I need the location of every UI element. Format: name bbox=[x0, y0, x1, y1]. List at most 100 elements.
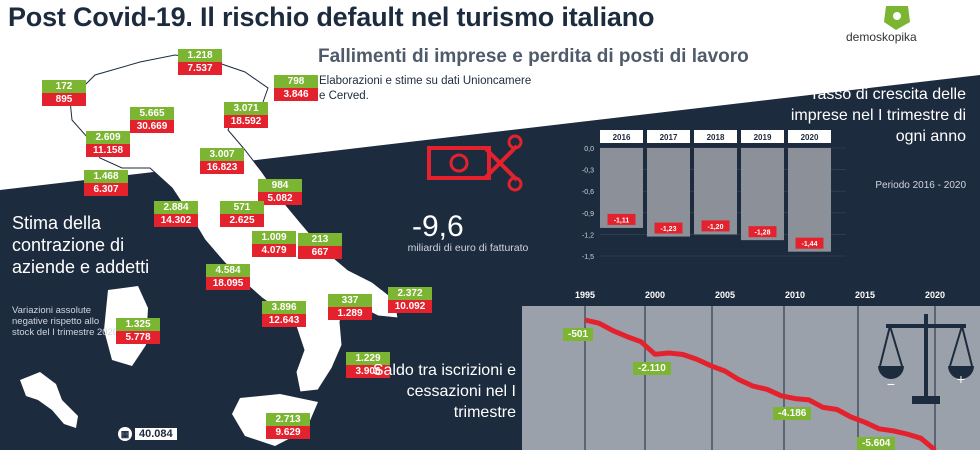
aziende-value: 3.896 bbox=[262, 301, 306, 314]
addetti-value: 18.592 bbox=[224, 115, 268, 128]
bar-value-label: -1,20 bbox=[708, 224, 724, 231]
year-header bbox=[647, 130, 690, 143]
demoskopika-logo bbox=[884, 6, 910, 30]
region-lombardia: 5.665 30.669 bbox=[130, 107, 174, 133]
aziende-value: 1.218 bbox=[178, 49, 222, 62]
x-tick-label: 1995 bbox=[575, 290, 595, 300]
y-tick-label: 0,0 bbox=[584, 146, 594, 153]
addetti-value: 16.823 bbox=[200, 161, 244, 174]
bar-2020 bbox=[788, 148, 831, 252]
aziende-value: 571 bbox=[220, 201, 264, 214]
addetti-value: 10.092 bbox=[388, 300, 432, 313]
region-sicilia: 2.713 9.629 bbox=[266, 413, 310, 439]
source-note: Elaborazioni e stime su dati Unioncamere… bbox=[319, 75, 532, 102]
year-header bbox=[600, 130, 643, 143]
aziende-value: 3.007 bbox=[200, 148, 244, 161]
aziende-value: 172 bbox=[42, 80, 86, 93]
region-campania: 3.896 12.643 bbox=[262, 301, 306, 327]
saldo-label-1995: -501 bbox=[563, 328, 594, 342]
x-tick-label: 2015 bbox=[855, 290, 875, 300]
region-calabria: 1.229 3.906 bbox=[346, 352, 390, 378]
addetti-value: 9.629 bbox=[266, 426, 310, 439]
region-valle-aosta: 172 895 bbox=[42, 80, 86, 106]
logo-text: demoskopika bbox=[846, 30, 917, 44]
saldo-panel bbox=[522, 306, 980, 450]
aziende-value: 3.071 bbox=[224, 102, 268, 115]
x-tick-label: 2000 bbox=[645, 290, 665, 300]
x-tick-label: 2005 bbox=[715, 290, 735, 300]
totale-aziende: ▦ 40.084 bbox=[118, 427, 177, 441]
section-subtitle: Fallimenti di imprese e perdita di posti… bbox=[318, 46, 749, 67]
region-abruzzo: 1.009 4.079 bbox=[252, 231, 296, 257]
aziende-value: 5.665 bbox=[130, 107, 174, 120]
aziende-value: 1.009 bbox=[252, 231, 296, 244]
bar-value-bg bbox=[701, 220, 730, 232]
addetti-value: 11.158 bbox=[86, 144, 130, 157]
region-friuli: 798 3.846 bbox=[274, 75, 318, 101]
y-tick-label: -0,6 bbox=[582, 189, 594, 196]
building-icon: ▦ bbox=[118, 427, 132, 441]
region-basilicata: 337 1.289 bbox=[328, 294, 372, 320]
saldo-label-2016: -5.604 bbox=[857, 436, 896, 450]
addetti-value: 14.302 bbox=[154, 214, 198, 227]
addetti-value: 3.906 bbox=[346, 365, 390, 378]
region-marche: 984 5.082 bbox=[258, 179, 302, 205]
bar-value-label: -1,44 bbox=[802, 241, 818, 248]
addetti-value: 7.537 bbox=[178, 62, 222, 75]
stima-note: Variazioni assolute negative rispetto al… bbox=[12, 305, 119, 338]
bar-value-label: -1,28 bbox=[755, 230, 771, 237]
bar-category-label: 2020 bbox=[801, 133, 819, 142]
stima-title: Stima della contrazione di aziende e add… bbox=[12, 213, 150, 277]
aziende-value: 213 bbox=[298, 233, 342, 246]
y-tick-label: -1,2 bbox=[582, 232, 594, 239]
svg-text:+: + bbox=[957, 371, 965, 387]
aziende-value: 798 bbox=[274, 75, 318, 88]
y-tick-label: -0,9 bbox=[582, 211, 594, 218]
region-umbria: 571 2.625 bbox=[220, 201, 264, 227]
region-molise: 213 667 bbox=[298, 233, 342, 259]
bar-value-bg bbox=[795, 237, 824, 249]
aziende-value: 1.325 bbox=[116, 318, 160, 331]
balance-scale-icon: − + bbox=[878, 314, 974, 404]
aziende-value: 2.713 bbox=[266, 413, 310, 426]
aziende-value: 1.468 bbox=[84, 170, 128, 183]
region-trentino: 1.218 7.537 bbox=[178, 49, 222, 75]
bar-2019 bbox=[741, 148, 784, 241]
year-header bbox=[788, 130, 831, 143]
aziende-value: 2.884 bbox=[154, 201, 198, 214]
region-sardegna: 1.325 5.778 bbox=[116, 318, 160, 344]
svg-text:−: − bbox=[887, 376, 895, 392]
fatturato-value: -9,6 bbox=[412, 210, 464, 243]
bar-category-label: 2016 bbox=[613, 133, 631, 142]
region-emilia-romagna: 3.007 16.823 bbox=[200, 148, 244, 174]
mini-italy-shape bbox=[20, 372, 78, 428]
addetti-value: 5.082 bbox=[258, 192, 302, 205]
addetti-value: 12.643 bbox=[262, 314, 306, 327]
page-title: Post Covid-19. Il rischio default nel tu… bbox=[8, 2, 655, 32]
aziende-value: 337 bbox=[328, 294, 372, 307]
saldo-line bbox=[584, 317, 937, 450]
region-liguria: 1.468 6.307 bbox=[84, 170, 128, 196]
addetti-value: 3.846 bbox=[274, 88, 318, 101]
bar-2017 bbox=[647, 148, 690, 237]
tasso-periodo: Periodo 2016 - 2020 bbox=[875, 180, 966, 191]
x-tick-label: 2010 bbox=[785, 290, 805, 300]
addetti-value: 18.095 bbox=[206, 277, 250, 290]
addetti-value: 667 bbox=[298, 246, 342, 259]
region-piemonte: 2.609 11.158 bbox=[86, 131, 130, 157]
addetti-value: 4.079 bbox=[252, 244, 296, 257]
aziende-value: 1.229 bbox=[346, 352, 390, 365]
addetti-value: 30.669 bbox=[130, 120, 174, 133]
addetti-value: 6.307 bbox=[84, 183, 128, 196]
region-toscana: 2.884 14.302 bbox=[154, 201, 198, 227]
bar-category-label: 2018 bbox=[707, 133, 725, 142]
bar-2018 bbox=[694, 148, 737, 235]
aziende-value: 984 bbox=[258, 179, 302, 192]
saldo-line-chart: 1995 2000 2005 2010 2015 2020 bbox=[575, 290, 945, 450]
x-tick-label: 2020 bbox=[925, 290, 945, 300]
aziende-value: 2.609 bbox=[86, 131, 130, 144]
totale-aziende-value: 40.084 bbox=[135, 428, 177, 440]
bar-value-bg bbox=[654, 222, 683, 234]
bar-value-bg bbox=[748, 226, 777, 238]
addetti-value: 895 bbox=[42, 93, 86, 106]
